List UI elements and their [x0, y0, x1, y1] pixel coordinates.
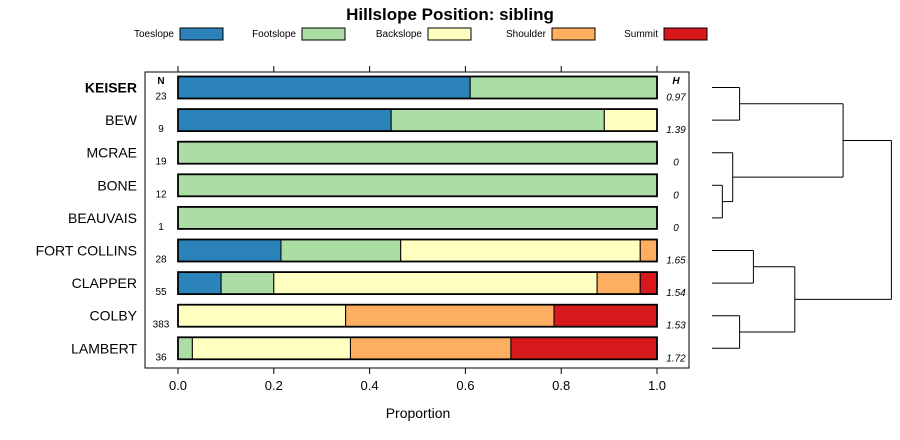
dendrogram: [712, 87, 892, 349]
row-n-value: 55: [155, 287, 167, 298]
bar-segment: [469, 76, 658, 99]
row-n-value: 9: [158, 124, 164, 135]
chart-title: Hillslope Position: sibling: [346, 5, 554, 24]
bar-outline: [177, 140, 658, 165]
legend-swatch: [427, 27, 472, 41]
bar-outline: [177, 238, 658, 263]
row-n-value: 28: [155, 255, 167, 266]
row-h-value: 0: [673, 158, 679, 169]
legend-label: Shoulder: [506, 29, 547, 40]
bar-segment: [177, 239, 282, 262]
bar-segment: [603, 108, 658, 132]
bar-segment: [553, 304, 658, 328]
x-axis-title: Proportion: [386, 405, 451, 421]
legend-label: Footslope: [252, 29, 296, 40]
row-label: COLBY: [90, 308, 138, 324]
bar-segment: [349, 336, 512, 360]
bar-segment: [220, 271, 275, 295]
x-tick-label: 0.8: [552, 378, 570, 393]
row-n-value: 1: [158, 222, 164, 233]
legend-label: Summit: [624, 29, 658, 40]
bar-outline: [177, 303, 658, 328]
row-label: CLAPPER: [72, 275, 137, 291]
bar-segment: [177, 173, 658, 197]
bar-segment: [639, 271, 658, 295]
row-label: FORT COLLINS: [36, 243, 137, 259]
row-n-value: 383: [153, 320, 170, 331]
legend-swatch: [551, 27, 596, 41]
row-n-value: 36: [155, 352, 167, 363]
bar-segment: [177, 206, 658, 230]
row-n-value: 19: [155, 157, 167, 168]
bar-outline: [177, 108, 658, 132]
row-label: BEAUVAIS: [68, 210, 137, 226]
bar-segment: [280, 239, 402, 262]
legend-label: Backslope: [376, 29, 423, 40]
row-label: KEISER: [85, 80, 137, 96]
bar-outline: [177, 336, 658, 361]
bar-segment: [191, 336, 351, 360]
row-h-value: 1.72: [666, 353, 686, 364]
x-axis: 0.0 0.2 0.4 0.6 0.8 1.0: [169, 66, 666, 393]
bar-outline: [177, 205, 658, 230]
row-h-value: 0: [673, 190, 679, 201]
n-header: N: [157, 76, 164, 87]
bar-segment: [177, 336, 193, 360]
bar-segment: [390, 108, 605, 132]
bar-segment: [177, 76, 471, 99]
bar-segment: [639, 239, 658, 262]
x-tick-label: 0.0: [169, 378, 187, 393]
row-label: LAMBERT: [71, 340, 137, 356]
bar-segment: [177, 304, 347, 328]
row-h-value: 0: [673, 223, 679, 234]
bar-outline: [177, 75, 658, 100]
row-label: MCRAE: [86, 145, 137, 161]
x-tick-label: 0.4: [361, 378, 379, 393]
bar-segment: [596, 271, 641, 295]
row-label: BEW: [105, 112, 138, 128]
plot-frame: [144, 71, 690, 369]
legend-label: Toeslope: [134, 29, 174, 40]
legend: Toeslope Footslope Backslope Shoulder Summit: [134, 27, 708, 41]
row-n-value: 23: [155, 92, 167, 103]
row-h-value: 0.97: [666, 93, 686, 104]
row-h-value: 1.54: [666, 288, 686, 299]
legend-swatch: [663, 27, 708, 41]
bar-segment: [345, 304, 555, 328]
bar-segment: [273, 271, 598, 295]
x-tick-label: 0.6: [456, 378, 474, 393]
bar-segment: [400, 239, 641, 262]
row-n-value: 12: [155, 189, 167, 200]
row-h-value: 1.53: [666, 321, 686, 332]
legend-swatch: [179, 27, 224, 41]
h-header: H: [672, 76, 680, 87]
row-h-value: 1.39: [666, 125, 686, 136]
bar-outline: [177, 271, 658, 296]
bar-segment: [510, 336, 658, 360]
x-tick-label: 0.2: [265, 378, 283, 393]
bar-outline: [177, 173, 658, 198]
row-label: BONE: [97, 177, 137, 193]
bar-segment: [177, 141, 658, 165]
bar-rows: KEISER 23 0.97 BEW 9 1.39 MCRAE 19 0 BONE 12 0 BEAUV…: [36, 75, 686, 364]
row-h-value: 1.65: [666, 256, 686, 267]
x-tick-label: 1.0: [648, 378, 666, 393]
bar-segment: [177, 108, 392, 132]
bar-segment: [177, 271, 222, 295]
legend-swatch: [301, 27, 346, 41]
